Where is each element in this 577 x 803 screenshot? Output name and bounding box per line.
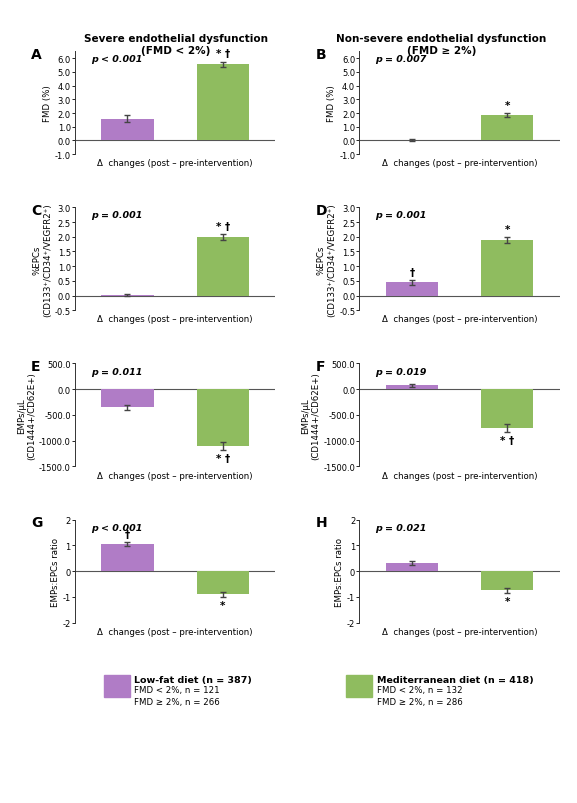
Y-axis label: EMPs:EPCs ratio: EMPs:EPCs ratio (51, 537, 60, 605)
Text: *: * (504, 224, 510, 234)
Text: *: * (504, 101, 510, 112)
Bar (197, 389, 249, 446)
Text: *: * (220, 600, 226, 610)
X-axis label: Δ  changes (post – pre-intervention): Δ changes (post – pre-intervention) (382, 159, 537, 168)
Text: Mediterranean diet (n = 418): Mediterranean diet (n = 418) (377, 675, 534, 684)
Bar (197, 238, 249, 296)
Text: B: B (316, 48, 326, 62)
Text: *: * (504, 596, 510, 606)
Bar (481, 571, 534, 590)
Text: p < 0.001: p < 0.001 (91, 55, 143, 64)
Y-axis label: EMPs/μL
(CD1444+/CD62E+): EMPs/μL (CD1444+/CD62E+) (17, 372, 36, 459)
Bar (385, 385, 438, 389)
Text: A: A (31, 48, 42, 62)
Text: †: † (409, 267, 414, 278)
Text: Severe endothelial dysfunction
(FMD < 2%): Severe endothelial dysfunction (FMD < 2%… (84, 34, 268, 56)
Bar (385, 564, 438, 571)
Y-axis label: EMPs:EPCs ratio: EMPs:EPCs ratio (335, 537, 344, 605)
X-axis label: Δ  changes (post – pre-intervention): Δ changes (post – pre-intervention) (98, 315, 253, 324)
Text: p = 0.011: p = 0.011 (91, 367, 143, 376)
Text: * †: * † (216, 50, 230, 59)
Bar (481, 389, 534, 428)
Text: p = 0.007: p = 0.007 (376, 55, 427, 64)
Text: H: H (316, 516, 327, 530)
Y-axis label: %EPCs
(CD133⁺/CD34⁺/VEGFR2⁺): %EPCs (CD133⁺/CD34⁺/VEGFR2⁺) (32, 203, 52, 316)
Text: FMD < 2%, n = 132
FMD ≥ 2%, n = 286: FMD < 2%, n = 132 FMD ≥ 2%, n = 286 (377, 685, 463, 706)
Text: p = 0.021: p = 0.021 (376, 523, 427, 532)
Text: * †: * † (216, 454, 230, 463)
Text: * †: * † (500, 435, 514, 446)
Bar (385, 283, 438, 296)
Text: C: C (31, 204, 41, 218)
Text: F: F (316, 360, 325, 374)
Y-axis label: %EPCs
(CD133⁺/CD34⁺/VEGFR2⁺): %EPCs (CD133⁺/CD34⁺/VEGFR2⁺) (317, 203, 336, 316)
Text: Low-fat diet (n = 387): Low-fat diet (n = 387) (134, 675, 252, 684)
Y-axis label: FMD (%): FMD (%) (327, 85, 336, 122)
Text: E: E (31, 360, 40, 374)
Bar (101, 389, 153, 408)
Text: p = 0.019: p = 0.019 (376, 367, 427, 376)
X-axis label: Δ  changes (post – pre-intervention): Δ changes (post – pre-intervention) (98, 471, 253, 480)
Bar (101, 120, 153, 141)
Bar (101, 544, 153, 571)
Bar (197, 571, 249, 594)
Y-axis label: EMPs/μL
(CD1444+/CD62E+): EMPs/μL (CD1444+/CD62E+) (301, 372, 321, 459)
X-axis label: Δ  changes (post – pre-intervention): Δ changes (post – pre-intervention) (98, 627, 253, 636)
Text: D: D (316, 204, 327, 218)
Bar (197, 65, 249, 141)
Y-axis label: FMD (%): FMD (%) (43, 85, 52, 122)
Bar (481, 240, 534, 296)
Text: G: G (31, 516, 42, 530)
Text: FMD < 2%, n = 121
FMD ≥ 2%, n = 266: FMD < 2%, n = 121 FMD ≥ 2%, n = 266 (134, 685, 220, 706)
Text: p = 0.001: p = 0.001 (91, 211, 143, 220)
Text: p = 0.001: p = 0.001 (376, 211, 427, 220)
Text: * †: * † (216, 222, 230, 231)
X-axis label: Δ  changes (post – pre-intervention): Δ changes (post – pre-intervention) (382, 315, 537, 324)
Text: †: † (125, 529, 130, 539)
Text: Non-severe endothelial dysfunction
(FMD ≥ 2%): Non-severe endothelial dysfunction (FMD … (336, 34, 546, 56)
X-axis label: Δ  changes (post – pre-intervention): Δ changes (post – pre-intervention) (382, 471, 537, 480)
Bar (481, 116, 534, 141)
Text: p < 0.001: p < 0.001 (91, 523, 143, 532)
X-axis label: Δ  changes (post – pre-intervention): Δ changes (post – pre-intervention) (382, 627, 537, 636)
X-axis label: Δ  changes (post – pre-intervention): Δ changes (post – pre-intervention) (98, 159, 253, 168)
